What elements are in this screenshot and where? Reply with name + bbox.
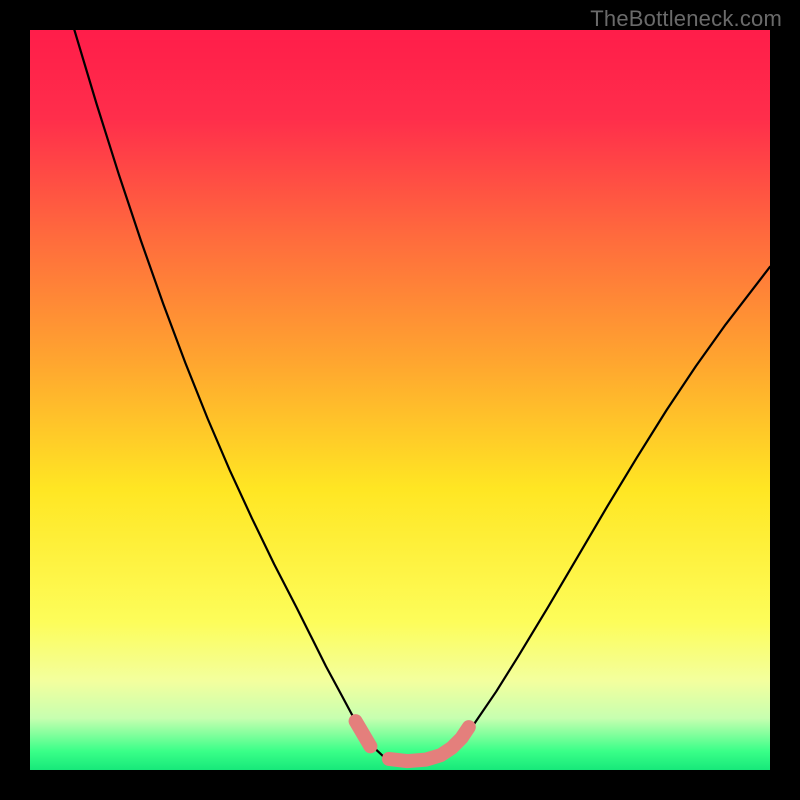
marker-segment: [356, 721, 371, 746]
curve-line: [74, 30, 770, 763]
marker-segment: [389, 727, 469, 761]
chart-plot-area: [30, 30, 770, 770]
marker-overlay: [356, 721, 469, 761]
watermark-text: TheBottleneck.com: [590, 6, 782, 32]
chart-curve-layer: [30, 30, 770, 770]
